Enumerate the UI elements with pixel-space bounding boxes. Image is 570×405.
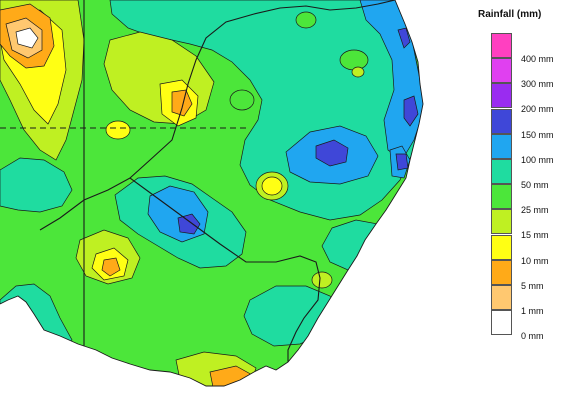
field-25mm-island-d bbox=[351, 66, 365, 78]
legend-label: 100 mm bbox=[521, 154, 554, 165]
legend-label: 5 mm bbox=[521, 280, 544, 291]
legend-label: 150 mm bbox=[521, 129, 554, 140]
legend-label: 400 mm bbox=[521, 54, 554, 64]
legend-label: 50 mm bbox=[521, 180, 549, 190]
legend-swatch bbox=[491, 33, 512, 58]
legend-swatch bbox=[491, 209, 512, 235]
legend-swatch bbox=[491, 285, 512, 310]
field-50mm-west bbox=[0, 157, 73, 213]
field-10mm-spot bbox=[261, 176, 283, 196]
state-boundaries bbox=[39, 0, 396, 362]
field-5mm-central bbox=[101, 257, 121, 277]
field-150mm-northeast bbox=[397, 27, 411, 49]
legend-swatch bbox=[491, 58, 512, 84]
field-0mm-northwest bbox=[15, 27, 39, 49]
legend-swatch bbox=[491, 133, 512, 159]
legend-label: 10 mm bbox=[521, 255, 549, 266]
legend-label: 0 mm bbox=[521, 331, 544, 342]
legend-swatch bbox=[491, 159, 512, 184]
field-25mm-island-a bbox=[229, 89, 255, 111]
field-5mm-north bbox=[171, 89, 193, 117]
legend-swatch bbox=[491, 234, 512, 260]
field-25mm-island-b bbox=[339, 49, 369, 71]
border-qld-nsw bbox=[129, 0, 396, 179]
field-150mm-coast bbox=[403, 95, 419, 127]
legend-swatch bbox=[491, 184, 512, 210]
field-150mm-coast-b bbox=[395, 153, 409, 171]
field-25mm-island-c bbox=[295, 11, 317, 29]
field-10mm-west-spot bbox=[105, 120, 131, 140]
field-150mm-inland bbox=[177, 213, 201, 235]
legend-title: Rainfall (mm) bbox=[478, 9, 542, 20]
legend-label: 300 mm bbox=[521, 79, 554, 90]
border-nsw-vic bbox=[39, 177, 321, 362]
coastline bbox=[0, 0, 424, 387]
legend-label: 200 mm bbox=[521, 104, 554, 115]
legend-swatch bbox=[491, 310, 512, 336]
legend-swatch bbox=[491, 259, 512, 285]
legend-label: 25 mm bbox=[521, 205, 549, 216]
legend: Rainfall (mm) 400 mm 300 mm 200 mm 150 mm 10… bbox=[470, 0, 570, 405]
legend-label: 1 mm bbox=[521, 306, 544, 316]
legend-swatch bbox=[491, 83, 512, 109]
rainfall-map bbox=[0, 0, 424, 387]
field-150mm-east bbox=[315, 139, 349, 167]
legend-swatch bbox=[491, 108, 512, 134]
legend-label: 15 mm bbox=[521, 230, 549, 241]
field-15mm-spot-b bbox=[311, 271, 333, 289]
